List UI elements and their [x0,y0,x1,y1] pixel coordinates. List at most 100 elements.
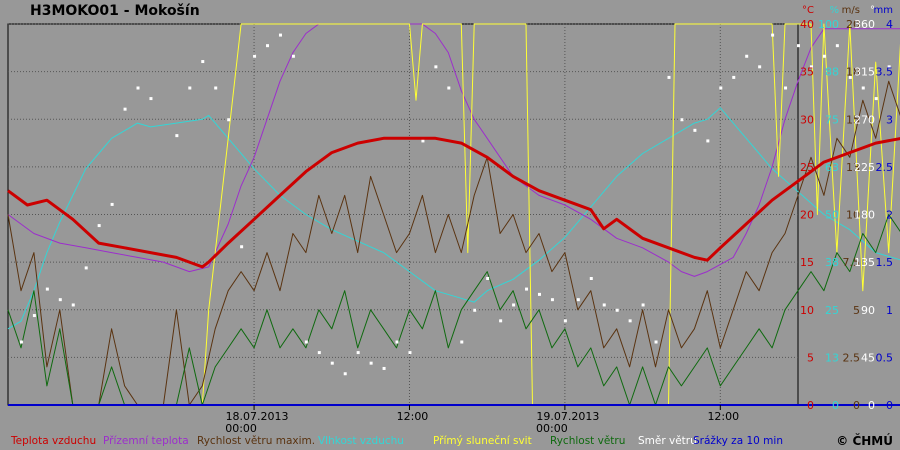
y-tick-label: 5 [853,304,860,317]
wind-direction-point [175,134,179,138]
y-tick-label: 0.5 [876,351,894,364]
y-tick-label: 0 [832,399,839,412]
wind-direction-point [499,319,503,323]
wind-direction-point [822,54,826,58]
wind-direction-point [447,86,451,90]
axes-layer: °C0510152025303540%013253850637588100m/s… [800,5,893,412]
legend-item: Vlhkost vzduchu [318,435,404,447]
y-axis-2: % 0 13 25 38 50 63 75 88 100 [818,5,839,412]
y-tick-label: 13 [846,161,860,174]
y-axis-5: mm 0 0.5 1 1.5 2 2.5 3 3.5 4 [874,5,893,412]
wind-direction-point [848,75,852,79]
y-tick-label: 20 [846,18,860,31]
x-tick-label: 18.07.2013 [226,410,289,423]
y-tick-label: 10 [846,209,860,222]
series-line-1 [7,136,900,269]
wind-direction-point [784,86,788,90]
wind-direction-point [771,33,775,37]
wind-direction-point [719,86,723,90]
y-tick-label: 13 [825,351,839,364]
y-tick-label: 25 [800,161,814,174]
series-line-6 [7,214,900,406]
wind-direction-point [58,298,62,302]
wind-direction-point [343,372,347,376]
y-tick-label: 75 [825,113,839,126]
wind-direction-point [525,287,529,291]
wind-direction-point [240,245,244,249]
y-tick-label: 25 [825,304,839,317]
wind-direction-point [408,351,412,355]
wind-direction-point [576,298,580,302]
legend-item: Teplota vzduchu [10,435,96,447]
y-tick-label: 2.5 [843,351,861,364]
wind-direction-point [473,308,477,312]
wind-direction-point [201,60,205,64]
y-tick-label: 0 [868,399,875,412]
series-line-5 [8,23,900,406]
x-tick-label: 00:00 [225,422,257,435]
wind-direction-point [45,287,49,291]
wind-direction-point [550,298,554,302]
y-tick-label: 5 [807,351,814,364]
wind-direction-point [123,107,127,111]
y-tick-label: 2 [886,209,893,222]
y-tick-label: 30 [800,113,814,126]
y-tick-label: 4 [886,18,893,31]
wind-direction-point [188,86,192,90]
y-tick-label: 35 [800,66,814,79]
y-tick-label: 100 [818,18,839,31]
legend: Teplota vzduchu Přízemní teplota Rychlost … [10,435,783,447]
wind-direction-point [330,361,334,365]
y-tick-label: 15 [846,113,860,126]
y-tick-label: 10 [800,304,814,317]
wind-direction-point [110,202,114,206]
wind-direction-point [227,118,231,122]
wind-direction-point [745,54,749,58]
y-tick-label: 315 [854,66,875,79]
y-tick-label: 360 [854,18,875,31]
wind-direction-point [628,319,632,323]
wind-direction-point [84,266,88,270]
legend-item: Srážky za 10 min [693,435,783,447]
wind-direction-point [732,75,736,79]
plot-area [7,23,799,406]
y-tick-label: 50 [825,209,839,222]
wind-direction-point [369,361,373,365]
legend-item: Přízemní teplota [103,435,189,447]
wind-direction-point [149,97,153,101]
wind-direction-point [278,33,282,37]
wind-direction-point [317,351,321,355]
wind-direction-point [304,340,308,344]
y-tick-label: 3 [886,113,893,126]
wind-direction-point [758,65,762,69]
y-tick-label: 45 [861,351,875,364]
y-tick-label: 18 [846,66,860,79]
copyright: © ČHMÚ [836,433,893,448]
wind-direction-point [563,319,567,323]
x-tick-label: 19.07.2013 [536,410,599,423]
wind-direction-point [797,44,800,48]
wind-direction-point [861,86,865,90]
y-tick-label: 0 [853,399,860,412]
y-axis-unit: ° [870,5,875,16]
wind-direction-point [887,65,891,69]
y-axis-1: °C 0 5 10 15 20 25 30 35 40 [800,5,814,412]
y-tick-label: 15 [800,256,814,269]
wind-direction-point [654,340,658,344]
wind-direction-point [693,128,697,132]
wind-direction-point [667,75,671,79]
series-layer [7,23,900,406]
legend-item: Rychlost větru maxim. [197,435,315,447]
wind-direction-point [253,54,257,58]
y-tick-label: 90 [861,304,875,317]
wind-direction-point [382,366,386,370]
wind-direction-point [512,303,516,307]
y-tick-label: 0 [886,399,893,412]
y-axis-unit: mm [874,5,893,16]
y-tick-label: 40 [800,18,814,31]
wind-direction-point [486,277,490,280]
series-wind-direction [19,33,891,376]
wind-direction-point [615,308,619,312]
wind-direction-point [537,292,541,296]
